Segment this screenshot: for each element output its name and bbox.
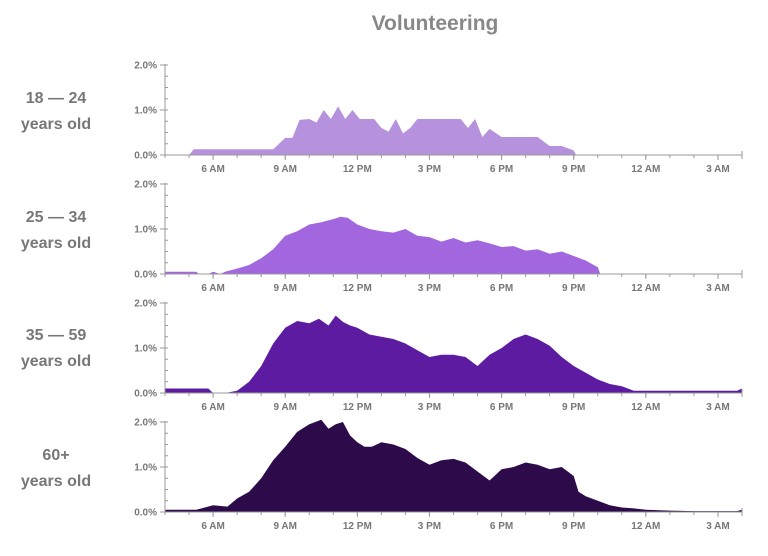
row-label-age-range: 18 — 24 (25, 90, 87, 107)
x-tick-label: 6 PM (490, 521, 513, 532)
row-label-25-34: 25 — 34 years old (0, 205, 112, 257)
x-tick-label: 12 AM (631, 402, 660, 413)
row-label-18-24: 18 — 24 years old (0, 86, 112, 138)
x-tick-label: 3 AM (706, 402, 730, 413)
x-tick-label: 6 AM (201, 402, 225, 413)
x-tick-label: 12 PM (343, 164, 372, 175)
y-tick-label: 0.0% (134, 508, 157, 519)
x-tick-label: 3 PM (418, 402, 441, 413)
area-series-3 (165, 419, 742, 512)
x-tick-label: 6 AM (201, 164, 225, 175)
x-tick-label: 12 PM (343, 521, 372, 532)
row-label-years-old: years old (20, 116, 92, 133)
x-tick-label: 9 PM (562, 521, 585, 532)
x-tick-label: 12 AM (631, 283, 660, 294)
row-label-age-range: 35 — 59 (25, 327, 87, 344)
area-series-0 (165, 106, 742, 155)
x-tick-label: 3 PM (418, 521, 441, 532)
y-tick-label: 1.0% (134, 106, 157, 117)
y-tick-label: 1.0% (134, 225, 157, 236)
x-tick-label: 3 PM (418, 283, 441, 294)
x-tick-label: 12 PM (343, 402, 372, 413)
row-label-age-range: 60+ (42, 447, 70, 464)
y-tick-label: 2.0% (134, 418, 157, 429)
x-tick-label: 6 PM (490, 402, 513, 413)
y-tick-label: 1.0% (134, 344, 157, 355)
x-tick-label: 9 AM (273, 283, 297, 294)
area-series-2 (165, 315, 742, 393)
x-tick-label: 6 PM (490, 164, 513, 175)
y-tick-label: 0.0% (134, 151, 157, 162)
x-tick-label: 3 AM (706, 164, 730, 175)
x-tick-label: 6 AM (201, 283, 225, 294)
y-tick-label: 2.0% (134, 180, 157, 191)
y-tick-label: 2.0% (134, 61, 157, 72)
x-tick-label: 3 AM (706, 521, 730, 532)
y-tick-label: 2.0% (134, 299, 157, 310)
x-tick-label: 12 AM (631, 521, 660, 532)
x-tick-label: 6 PM (490, 283, 513, 294)
x-tick-label: 12 PM (343, 283, 372, 294)
y-tick-label: 1.0% (134, 463, 157, 474)
row-label-35-59: 35 — 59 years old (0, 323, 112, 375)
row-label-60-plus: 60+ years old (0, 443, 112, 495)
x-tick-label: 9 AM (273, 164, 297, 175)
row-label-age-range: 25 — 34 (25, 209, 87, 226)
y-tick-label: 0.0% (134, 389, 157, 400)
row-label-years-old: years old (20, 235, 92, 252)
x-tick-label: 3 PM (418, 164, 441, 175)
x-tick-label: 6 AM (201, 521, 225, 532)
x-tick-label: 9 AM (273, 402, 297, 413)
row-label-years-old: years old (20, 473, 92, 490)
x-tick-label: 9 PM (562, 164, 585, 175)
x-tick-label: 9 PM (562, 283, 585, 294)
area-series-1 (165, 216, 742, 274)
y-tick-label: 0.0% (134, 270, 157, 281)
x-tick-label: 9 PM (562, 402, 585, 413)
x-tick-label: 12 AM (631, 164, 660, 175)
row-label-years-old: years old (20, 353, 92, 370)
x-tick-label: 3 AM (706, 283, 730, 294)
chart-title: Volunteering (371, 12, 499, 35)
x-tick-label: 9 AM (273, 521, 297, 532)
